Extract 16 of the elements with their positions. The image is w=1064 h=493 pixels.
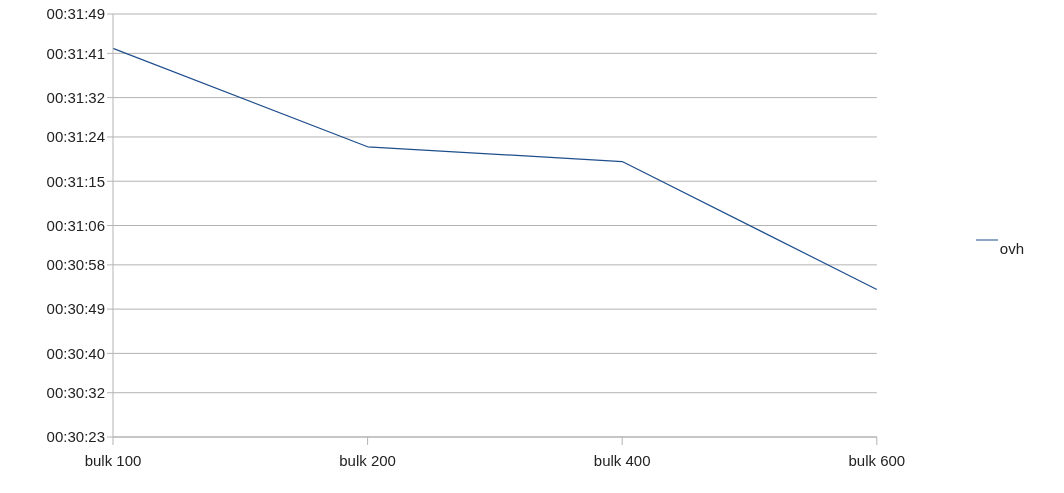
x-tick-label: bulk 400 bbox=[593, 451, 651, 469]
y-tick-label: 00:31:24 bbox=[46, 128, 105, 146]
legend-label: ovh bbox=[999, 240, 1024, 257]
y-tick-label: 00:31:49 bbox=[46, 5, 105, 23]
y-tick-label: 00:31:32 bbox=[46, 88, 105, 106]
y-tick-label: 00:31:15 bbox=[46, 172, 105, 190]
y-tick-label: 00:30:23 bbox=[46, 428, 105, 446]
y-tick-label: 00:31:41 bbox=[46, 44, 105, 62]
x-tick-label: bulk 600 bbox=[848, 451, 906, 469]
y-tick-label: 00:30:40 bbox=[46, 344, 105, 362]
y-tick-label: 00:31:06 bbox=[46, 216, 105, 234]
y-tick-label: 00:30:49 bbox=[46, 300, 105, 318]
y-tick-label: 00:30:58 bbox=[46, 256, 105, 274]
x-tick-label: bulk 200 bbox=[339, 451, 396, 469]
y-tick-label: 00:30:32 bbox=[46, 384, 105, 402]
x-tick-label: bulk 100 bbox=[84, 451, 142, 469]
